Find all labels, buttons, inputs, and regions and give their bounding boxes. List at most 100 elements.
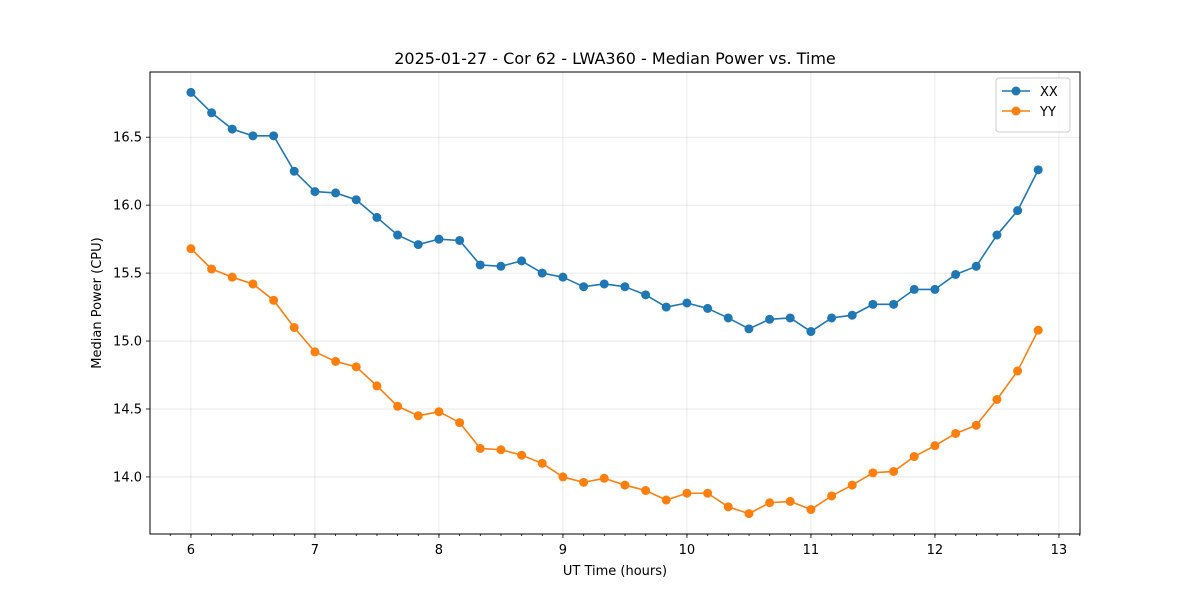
legend: XX YY — [995, 77, 1071, 133]
data-point-yy — [434, 407, 444, 417]
data-point-yy — [992, 394, 1002, 404]
data-point-xx — [413, 240, 423, 250]
series-xx — [186, 87, 1043, 337]
data-point-yy — [723, 502, 733, 512]
data-point-yy — [703, 488, 713, 498]
data-point-yy — [455, 418, 465, 428]
data-point-xx — [682, 298, 692, 308]
data-point-yy — [186, 244, 196, 254]
data-point-yy — [785, 496, 795, 506]
data-point-xx — [207, 108, 217, 118]
series-yy — [186, 244, 1043, 519]
data-point-xx — [393, 230, 403, 240]
data-point-yy — [248, 279, 258, 289]
x-tick-label: 10 — [679, 543, 696, 558]
x-tick-label: 6 — [187, 543, 195, 558]
y-tick-label: 16.0 — [113, 199, 142, 214]
data-point-xx — [289, 166, 299, 176]
y-tick-label: 14.5 — [113, 402, 142, 417]
x-tick-label: 9 — [559, 543, 567, 558]
data-point-yy — [331, 356, 341, 366]
data-point-xx — [951, 269, 961, 279]
data-point-yy — [847, 480, 857, 490]
data-point-xx — [351, 195, 361, 205]
series-layer — [186, 87, 1043, 519]
data-point-xx — [909, 284, 919, 294]
data-point-yy — [930, 441, 940, 451]
data-point-yy — [641, 486, 651, 496]
x-tick-label: 11 — [803, 543, 820, 558]
data-point-xx — [558, 272, 568, 282]
data-point-xx — [310, 187, 320, 197]
data-point-yy — [351, 362, 361, 372]
data-point-yy — [661, 495, 671, 505]
data-point-xx — [372, 212, 382, 222]
data-point-xx — [227, 124, 237, 134]
data-point-xx — [971, 261, 981, 271]
y-axis-label: Median Power (CPU) — [90, 237, 105, 368]
data-point-xx — [868, 299, 878, 309]
data-point-xx — [1013, 206, 1023, 216]
legend-label-yy: YY — [1039, 105, 1056, 120]
data-point-xx — [744, 324, 754, 334]
data-point-yy — [496, 445, 506, 455]
data-point-yy — [537, 458, 547, 468]
data-point-xx — [496, 261, 506, 271]
data-point-xx — [806, 327, 816, 337]
data-point-yy — [413, 411, 423, 421]
data-point-yy — [517, 450, 527, 460]
grid-lines — [150, 72, 1080, 534]
legend-marker-xx — [1011, 86, 1021, 96]
data-point-xx — [661, 302, 671, 312]
y-tick-label: 16.5 — [113, 131, 142, 146]
data-point-xx — [785, 313, 795, 323]
data-point-yy — [207, 264, 217, 274]
x-tick-label: 12 — [927, 543, 944, 558]
data-point-yy — [289, 322, 299, 332]
x-tick-label: 13 — [1051, 543, 1068, 558]
data-point-yy — [889, 466, 899, 476]
data-point-yy — [868, 468, 878, 478]
x-axis-label: UT Time (hours) — [563, 564, 667, 579]
data-point-xx — [827, 313, 837, 323]
data-point-xx — [992, 230, 1002, 240]
data-point-xx — [620, 282, 630, 292]
data-point-yy — [393, 401, 403, 411]
data-point-yy — [909, 452, 919, 462]
chart-title: 2025-01-27 - Cor 62 - LWA360 - Median Po… — [394, 49, 836, 68]
data-point-yy — [558, 472, 568, 482]
x-tick-label: 8 — [435, 543, 443, 558]
data-point-xx — [579, 282, 589, 292]
data-point-xx — [723, 313, 733, 323]
data-point-xx — [434, 234, 444, 244]
axes: 6 7 8 9 10 11 12 13 14.0 14.5 15.0 15.5 16.0 16.5 — [113, 71, 1081, 558]
data-point-xx — [269, 131, 279, 141]
data-point-yy — [227, 272, 237, 282]
legend-label-xx: XX — [1040, 85, 1058, 100]
data-point-xx — [641, 290, 651, 300]
data-point-yy — [599, 473, 609, 483]
data-point-yy — [806, 505, 816, 515]
data-point-xx — [455, 235, 465, 245]
data-point-xx — [1033, 165, 1043, 175]
data-point-xx — [475, 260, 485, 270]
data-point-xx — [517, 256, 527, 266]
data-point-yy — [682, 488, 692, 498]
plot-frame — [149, 71, 1081, 535]
data-point-yy — [372, 381, 382, 391]
legend-box — [995, 77, 1071, 133]
data-point-yy — [827, 491, 837, 501]
data-point-xx — [765, 314, 775, 324]
data-point-yy — [620, 480, 630, 490]
data-point-xx — [331, 188, 341, 198]
data-point-yy — [971, 420, 981, 430]
data-point-yy — [475, 443, 485, 453]
y-tick-label: 15.5 — [113, 267, 142, 282]
data-point-xx — [847, 310, 857, 320]
data-point-yy — [1033, 325, 1043, 335]
data-point-xx — [248, 131, 258, 141]
data-point-yy — [310, 347, 320, 357]
data-point-yy — [269, 295, 279, 305]
